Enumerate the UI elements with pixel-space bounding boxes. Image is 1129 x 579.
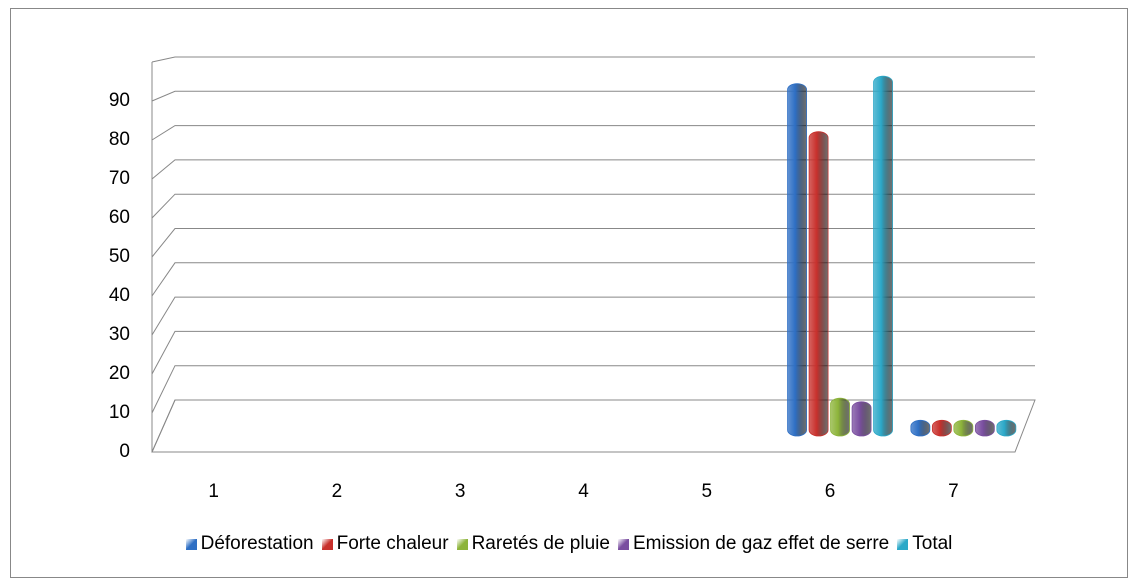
x-tick-label: 4	[578, 481, 589, 502]
legend-item: Emission de gaz effet de serre	[617, 533, 890, 555]
y-tick-label: 20	[109, 363, 130, 384]
legend: Déforestation Forte chaleur Raretés de plu…	[10, 533, 1128, 555]
legend-item: Total	[897, 533, 952, 555]
legend-swatch	[897, 538, 909, 550]
grid-line	[151, 90, 1035, 102]
y-tick-label: 10	[109, 402, 130, 423]
legend-item: Raretés de pluie	[456, 533, 610, 555]
x-tick-label: 5	[701, 481, 712, 502]
bar	[910, 419, 931, 437]
grid-line	[151, 193, 1035, 219]
bar	[830, 397, 850, 437]
bar	[931, 419, 952, 437]
x-tick-label: 6	[825, 481, 836, 502]
bar	[996, 419, 1017, 437]
legend-label: Total	[912, 533, 953, 554]
grid-line	[151, 159, 1035, 180]
grid-line	[151, 365, 1035, 414]
bar	[851, 401, 872, 437]
wall-top	[151, 56, 1035, 63]
chart-border	[10, 8, 1128, 578]
bar	[953, 419, 974, 437]
legend-swatch	[617, 538, 629, 550]
x-tick-label: 3	[455, 481, 466, 502]
bar	[808, 131, 829, 437]
y-tick-label: 90	[109, 90, 130, 111]
grid-line	[151, 228, 1035, 258]
y-tick-label: 60	[109, 207, 130, 228]
bar	[873, 75, 893, 437]
legend-label: Emission de gaz effet de serre	[632, 533, 890, 554]
bar	[787, 83, 807, 437]
legend-item: Déforestation	[185, 533, 314, 555]
legend-swatch	[456, 538, 468, 550]
y-tick-label: 70	[109, 168, 130, 189]
y-tick-label: 30	[109, 324, 130, 345]
legend-item: Forte chaleur	[321, 533, 449, 555]
bar	[974, 419, 995, 437]
grid-line	[151, 330, 1035, 375]
legend-swatch	[321, 538, 333, 550]
y-tick-label: 50	[109, 246, 130, 267]
y-tick-label: 80	[109, 129, 130, 150]
x-tick-label: 7	[948, 481, 959, 502]
grid-line	[151, 399, 1035, 453]
legend-label: Déforestation	[200, 533, 314, 554]
grid-line	[151, 296, 1035, 336]
grid-line	[151, 125, 1035, 141]
x-tick-label: 1	[208, 481, 219, 502]
legend-swatch	[185, 538, 197, 550]
legend-label: Forte chaleur	[336, 533, 449, 554]
legend-label: Raretés de pluie	[471, 533, 610, 554]
x-tick-label: 2	[332, 481, 343, 502]
y-tick-label: 0	[119, 441, 130, 462]
grid-line	[151, 262, 1035, 297]
y-tick-label: 40	[109, 285, 130, 306]
